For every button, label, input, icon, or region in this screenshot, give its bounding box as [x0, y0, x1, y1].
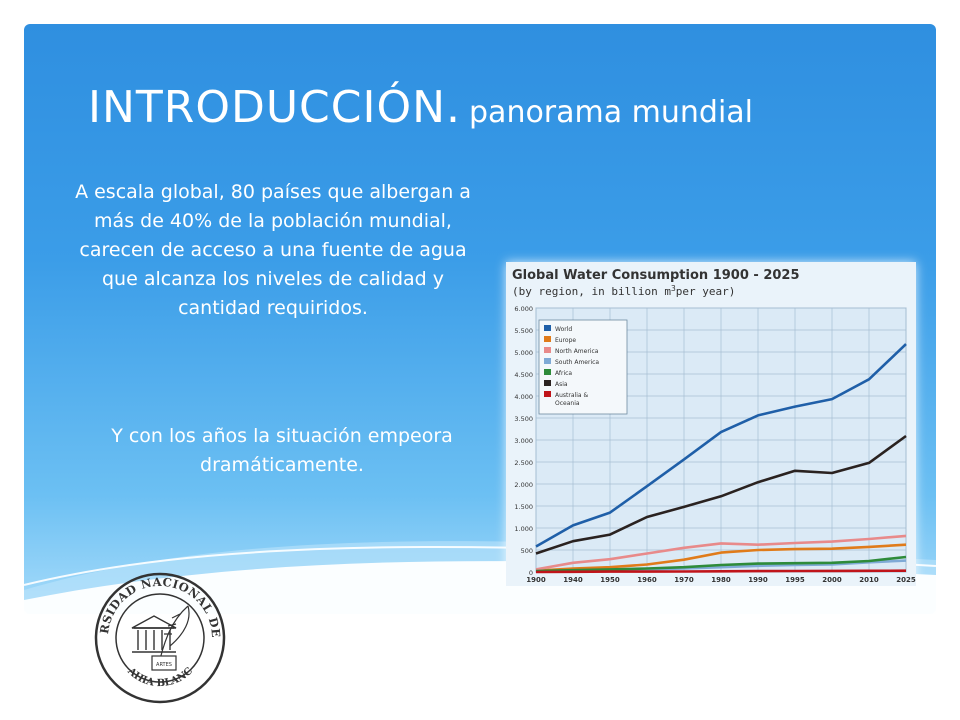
legend-box [538, 319, 628, 415]
x-tick-label: 1995 [785, 576, 805, 584]
legend-label: Europe [555, 337, 576, 344]
legend-swatch [544, 347, 551, 353]
x-tick-label: 2025 [896, 576, 916, 584]
x-tick-label: 1900 [526, 576, 546, 584]
series-line [535, 569, 907, 574]
legend-swatch [544, 336, 551, 342]
x-tick-label: 1960 [637, 576, 657, 584]
legend-swatch [544, 325, 551, 331]
legend-swatch [544, 380, 551, 386]
series-line [535, 343, 907, 548]
x-tick-label: 1940 [563, 576, 583, 584]
paragraph-worsening: Y con los años la situación empeora dram… [111, 425, 453, 476]
x-tick-label: 2000 [822, 576, 842, 584]
x-tick-label: 1970 [674, 576, 694, 584]
legend-label: South America [555, 359, 599, 366]
water-consumption-chart: Global Water Consumption 1900 - 2025 (by… [512, 268, 916, 584]
chart-subtitle-sup: 3 [671, 284, 676, 293]
y-tick-label: 2.000 [514, 481, 533, 489]
y-tick-label: 2.500 [514, 459, 533, 467]
paragraph-global-access: A escala global, 80 países que albergan … [75, 181, 471, 319]
chart-series [535, 343, 907, 574]
x-tick-label: 1990 [748, 576, 768, 584]
y-tick-label: 3.000 [514, 437, 533, 445]
chart-subtitle-pre: (by region, in billion m [512, 285, 671, 298]
y-tick-label: 500 [521, 547, 533, 555]
title-main: INTRODUCCIÓN. [88, 82, 462, 133]
legend-label: Asia [555, 381, 568, 388]
y-tick-label: 4.500 [514, 371, 533, 379]
university-seal-logo: UNIVERSIDAD NACIONAL DEL SUR BAHIA BLANC… [92, 570, 226, 704]
y-tick-label: 0 [529, 569, 533, 577]
y-axis-ticks: 0 500 1.000 1.500 2.000 2.500 3.000 3.500 4.000 4… [514, 305, 533, 577]
building-icon [131, 615, 177, 653]
y-tick-label: 1.000 [514, 525, 533, 533]
x-axis-ticks: 1900 1940 1950 1960 1970 1980 1990 1995 2000 2010… [526, 576, 916, 584]
series-line [535, 555, 907, 573]
chart-frame: Global Water Consumption 1900 - 2025 (by… [506, 262, 916, 586]
legend-swatch [544, 358, 551, 364]
x-tick-label: 1950 [600, 576, 620, 584]
x-tick-label: 2010 [859, 576, 879, 584]
chart-subtitle: (by region, in billion m3per year) [512, 284, 735, 298]
slide-title: INTRODUCCIÓN. panorama mundial [88, 82, 753, 133]
series-line [535, 534, 907, 571]
y-tick-label: 1.500 [514, 503, 533, 511]
legend-label: Africa [555, 370, 572, 377]
legend-label: Australia & Oceania [555, 392, 588, 407]
y-tick-label: 3.500 [514, 415, 533, 423]
legend-label: North America [555, 348, 599, 355]
logo-book-text: ARTES [156, 662, 172, 668]
legend-label: World [555, 326, 572, 333]
series-line [535, 434, 907, 555]
legend-swatch [544, 391, 551, 397]
book-icon [151, 655, 177, 671]
y-tick-label: 5.500 [514, 327, 533, 335]
title-subtitle: panorama mundial [469, 95, 754, 130]
chart-title: Global Water Consumption 1900 - 2025 [512, 268, 800, 283]
y-tick-label: 6.000 [514, 305, 533, 313]
chart-subtitle-post: per year) [676, 285, 736, 298]
x-tick-label: 1980 [711, 576, 731, 584]
y-tick-label: 5.000 [514, 349, 533, 357]
chart-legend: World Europe North America South America Afr… [538, 319, 628, 415]
y-tick-label: 4.000 [514, 393, 533, 401]
series-line [535, 543, 907, 572]
legend-swatch [544, 369, 551, 375]
